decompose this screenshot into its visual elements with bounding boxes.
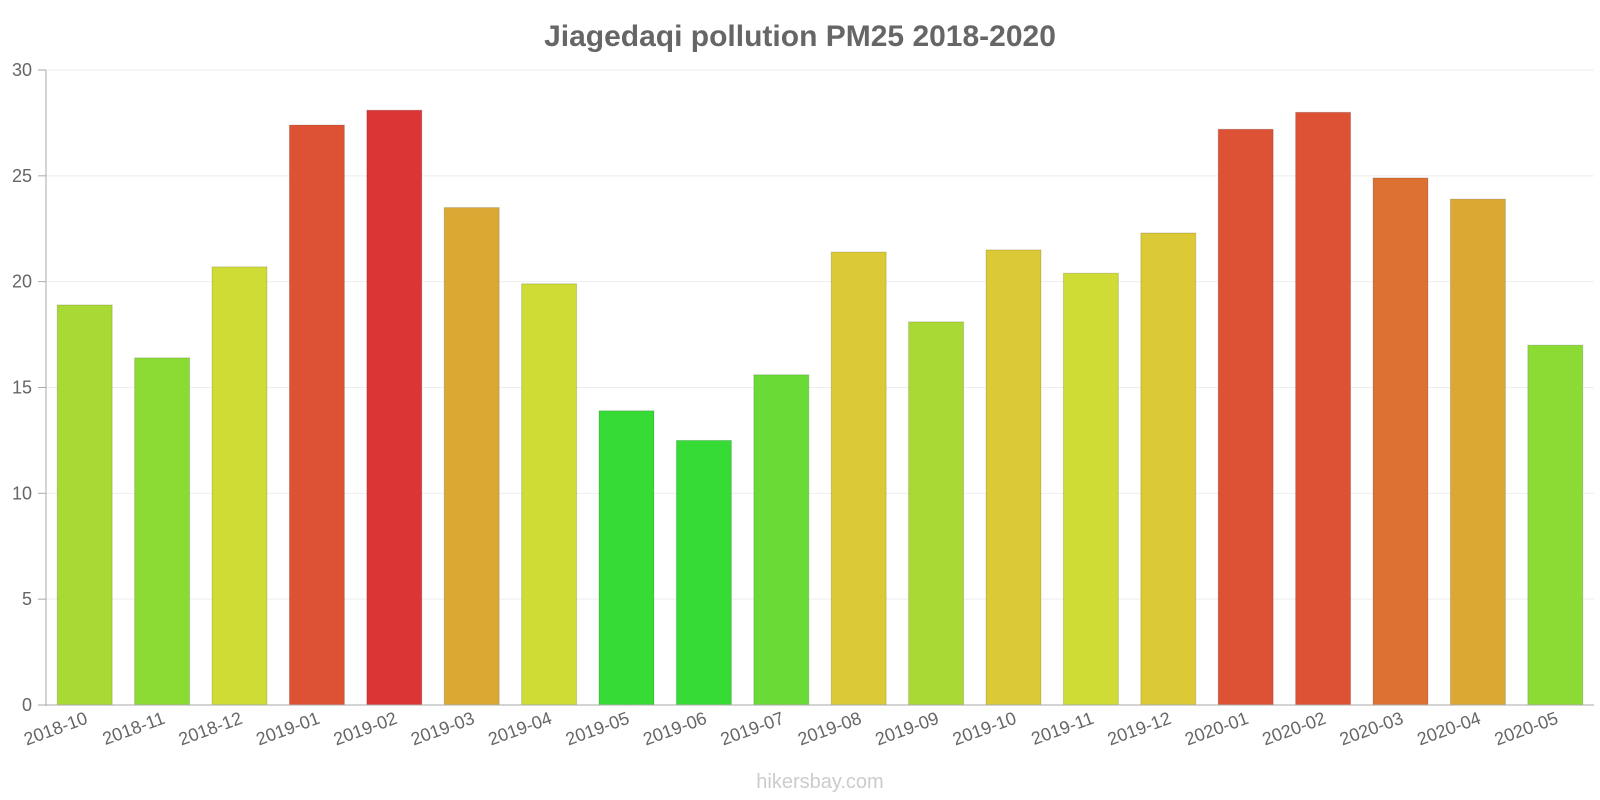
bar-2019-02[interactable] xyxy=(366,109,423,706)
bar-2020-04[interactable] xyxy=(1449,198,1506,706)
bar-2019-06[interactable] xyxy=(675,439,732,706)
bar-2019-01[interactable] xyxy=(288,124,345,706)
bar-2019-09[interactable] xyxy=(908,321,965,706)
x-tick-label: 2019-04 xyxy=(486,708,555,749)
gridlines xyxy=(46,69,1594,600)
x-tick-label: 2019-07 xyxy=(718,708,787,749)
x-tick-label: 2018-12 xyxy=(176,708,245,749)
bar-2020-01[interactable] xyxy=(1217,128,1274,706)
x-tick-label: 2019-05 xyxy=(563,708,632,749)
y-axis-ticks: 0 5 10 15 20 25 30 xyxy=(12,60,46,715)
y-tick-label: 30 xyxy=(12,60,32,80)
bar-2018-11[interactable] xyxy=(134,357,191,706)
bar-2019-07[interactable] xyxy=(753,374,810,706)
bar-2020-02[interactable] xyxy=(1295,111,1352,706)
y-tick-label: 0 xyxy=(22,695,32,715)
x-tick-label: 2019-01 xyxy=(253,708,322,749)
chart-title: Jiagedaqi pollution PM25 2018-2020 xyxy=(544,20,1056,53)
x-tick-label: 2019-06 xyxy=(640,708,709,749)
x-axis-ticks: 2018-10 2018-11 2018-12 2019-01 2019-02 2019-… xyxy=(21,708,1561,749)
y-tick-label: 15 xyxy=(12,378,32,398)
x-tick-label: 2018-11 xyxy=(100,708,168,749)
x-tick-label: 2019-02 xyxy=(331,708,400,749)
bars xyxy=(56,109,1584,706)
x-tick-label: 2020-03 xyxy=(1337,708,1406,749)
x-tick-label: 2020-01 xyxy=(1182,708,1251,749)
bar-2020-05[interactable] xyxy=(1527,344,1584,706)
x-tick-label: 2020-02 xyxy=(1260,708,1329,749)
x-tick-label: 2019-03 xyxy=(408,708,477,749)
x-tick-label: 2019-12 xyxy=(1105,708,1174,749)
y-tick-label: 10 xyxy=(12,483,32,503)
bar-2018-12[interactable] xyxy=(211,266,268,706)
footer-watermark: hikersbay.com xyxy=(756,771,883,793)
bar-2019-03[interactable] xyxy=(443,207,500,706)
x-tick-label: 2020-04 xyxy=(1414,708,1483,749)
bar-2019-12[interactable] xyxy=(1140,232,1197,706)
bar-2019-08[interactable] xyxy=(830,251,887,706)
bar-2019-05[interactable] xyxy=(598,410,655,706)
bar-2019-10[interactable] xyxy=(985,249,1042,706)
y-tick-label: 20 xyxy=(12,272,32,292)
y-tick-label: 25 xyxy=(12,166,32,186)
x-tick-label: 2019-11 xyxy=(1029,708,1097,749)
bar-2019-11[interactable] xyxy=(1062,272,1119,706)
x-tick-label: 2019-08 xyxy=(795,708,864,749)
y-tick-label: 5 xyxy=(22,589,32,609)
bar-2018-10[interactable] xyxy=(56,304,113,706)
x-tick-label: 2020-05 xyxy=(1492,708,1561,749)
x-tick-label: 2019-10 xyxy=(950,708,1019,749)
bar-2020-03[interactable] xyxy=(1372,177,1429,706)
bar-2019-04[interactable] xyxy=(521,283,578,706)
x-tick-label: 2019-09 xyxy=(873,708,942,749)
